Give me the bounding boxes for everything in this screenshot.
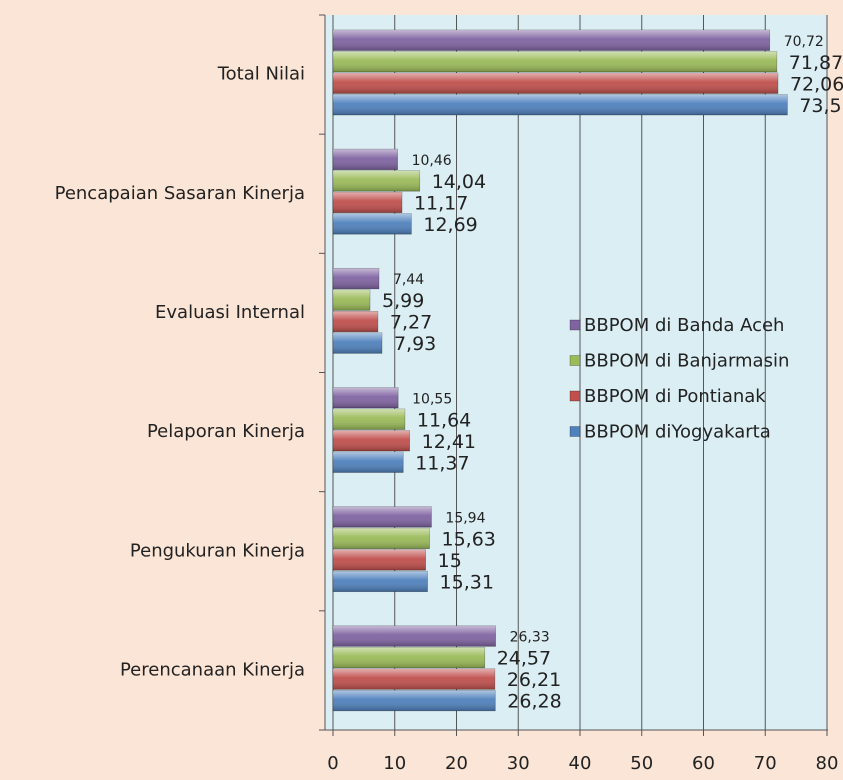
data-label: 15,31 <box>440 571 494 593</box>
bar-shine <box>333 647 485 668</box>
y-tick-label: Total Nilai <box>217 64 305 85</box>
legend-label: BBPOM diYogyakarta <box>584 422 771 443</box>
data-label: 7,44 <box>393 272 424 288</box>
bar-shine <box>333 94 788 115</box>
bar-shine <box>333 332 382 354</box>
x-tick-label: 40 <box>569 753 592 774</box>
bar-shine <box>333 690 496 711</box>
plot-area <box>325 15 828 730</box>
data-label: 11,17 <box>414 192 468 214</box>
bar-shine <box>333 668 495 690</box>
data-label: 26,28 <box>507 691 561 713</box>
data-label: 72,06 <box>790 73 843 95</box>
bar-shine <box>333 213 412 235</box>
data-label: 11,37 <box>415 452 469 474</box>
x-tick-label: 60 <box>692 753 715 774</box>
bar-shine <box>333 170 420 192</box>
legend-label: BBPOM di Pontianak <box>584 386 766 407</box>
bar-shine <box>333 73 778 94</box>
legend-swatch <box>569 426 581 437</box>
data-label: 12,41 <box>422 431 476 453</box>
data-label: 15,63 <box>442 528 496 550</box>
bar-shine <box>333 311 378 332</box>
x-tick-label: 50 <box>630 753 653 774</box>
data-label: 26,21 <box>507 669 561 691</box>
data-label: 70,72 <box>784 34 824 50</box>
data-label: 12,69 <box>423 214 477 236</box>
y-tick-label: Pengukuran Kinerja <box>130 540 305 561</box>
legend-swatch <box>569 355 581 366</box>
bar-shine <box>333 51 777 72</box>
legend-swatch <box>569 390 581 402</box>
bar-shine <box>333 549 426 571</box>
bar-shine <box>333 452 404 473</box>
data-label: 7,93 <box>394 333 436 355</box>
bar-shine <box>333 506 432 528</box>
y-tick-label: Pencapaian Sasaran Kinerja <box>55 183 305 204</box>
data-label: 11,64 <box>417 409 471 431</box>
legend-swatch <box>569 319 581 331</box>
x-tick-label: 80 <box>816 753 839 774</box>
data-label: 26,33 <box>510 630 550 646</box>
y-tick-label: Perencanaan Kinerja <box>120 659 305 680</box>
data-label: 14,04 <box>432 171 486 193</box>
legend-label: BBPOM di Banjarmasin <box>584 351 789 372</box>
x-tick-label: 70 <box>754 753 777 774</box>
data-label: 7,27 <box>390 312 432 334</box>
bar-shine <box>333 409 405 430</box>
data-label: 71,87 <box>789 52 843 74</box>
x-tick-label: 30 <box>507 753 530 774</box>
x-tick-label: 10 <box>383 753 406 774</box>
y-tick-label: Pelaporan Kinerja <box>147 421 305 442</box>
bar-shine <box>333 528 430 549</box>
legend-label: BBPOM di Banda Aceh <box>584 315 784 336</box>
bar-shine <box>333 192 402 213</box>
data-label: 10,55 <box>412 391 452 407</box>
bar-shine <box>333 430 410 451</box>
bar-shine <box>333 149 398 170</box>
bar-shine <box>333 30 770 51</box>
bar-shine <box>333 289 370 311</box>
data-label: 10,46 <box>412 153 452 169</box>
y-tick-label: Evaluasi Internal <box>155 302 305 323</box>
bar-shine <box>333 387 399 408</box>
x-tick-label: 20 <box>445 753 468 774</box>
bar-shine <box>333 268 379 289</box>
data-label: 24,57 <box>497 648 551 670</box>
bar-shine <box>333 571 428 592</box>
x-tick-label: 0 <box>327 753 338 774</box>
data-label: 15 <box>438 550 462 572</box>
data-label: 5,99 <box>382 290 424 312</box>
data-label: 73,58 <box>799 95 843 117</box>
bar-shine <box>333 625 496 647</box>
data-label: 15,94 <box>445 510 485 526</box>
